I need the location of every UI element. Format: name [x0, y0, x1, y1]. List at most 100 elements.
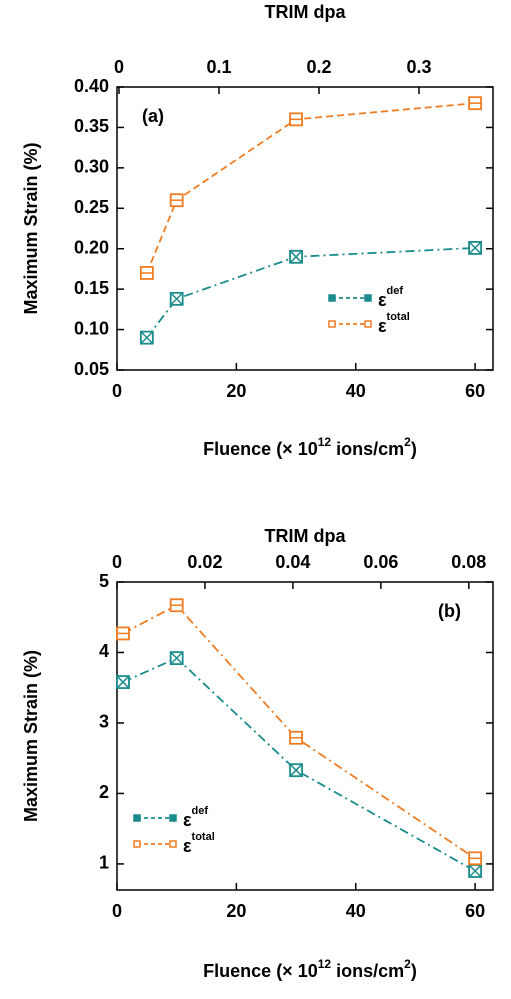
legend-name: ε: [378, 316, 387, 336]
x-axis-label-part: ): [411, 961, 417, 981]
legend-marker: [133, 840, 141, 848]
y-tick-label: 0.15: [74, 278, 109, 298]
x2-tick-label: 0.3: [406, 57, 431, 77]
legend-superscript: total: [192, 831, 215, 843]
marker: [468, 96, 482, 111]
x-axis-label-part: ): [411, 439, 417, 459]
x-axis-label-part: ions/cm: [331, 961, 404, 981]
x-tick-label: 40: [346, 901, 366, 921]
x-tick-label: 60: [465, 901, 485, 921]
x-axis-label-part: Fluence (× 10: [203, 961, 318, 981]
x-axis-label: Fluence (× 1012 ions/cm2): [203, 435, 417, 459]
marker: [289, 249, 303, 264]
marker: [169, 651, 184, 666]
marker: [116, 675, 130, 689]
x2-tick-label: 0: [114, 57, 124, 77]
legend-name: ε: [378, 290, 387, 310]
x2-tick-label: 0.04: [275, 552, 310, 572]
series-line: [146, 247, 476, 339]
x2-tick-label: 0: [112, 552, 122, 572]
marker: [169, 193, 184, 208]
marker: [289, 763, 303, 778]
x-tick-label: 20: [226, 381, 246, 401]
panel-annotation: (a): [142, 106, 164, 126]
legend-superscript: def: [192, 805, 209, 817]
x-axis-label-superscript: 2: [404, 435, 411, 449]
marker: [289, 112, 303, 127]
legend-name: ε: [183, 810, 192, 830]
marker: [468, 851, 482, 866]
marker-cross: [289, 250, 303, 264]
marker-cross: [116, 675, 130, 689]
x-tick-label: 0: [112, 381, 122, 401]
marker: [116, 626, 130, 641]
y-tick-label: 3: [99, 712, 109, 732]
marker-cross: [468, 864, 482, 878]
marker-cross: [170, 651, 184, 665]
legend-marker: [169, 814, 177, 822]
y-tick-label: 0.10: [74, 318, 109, 338]
x-axis-label-superscript: 12: [318, 435, 332, 449]
marker: [289, 730, 303, 745]
marker: [468, 864, 482, 878]
x-tick-label: 40: [346, 381, 366, 401]
y-tick-label: 0.20: [74, 237, 109, 257]
legend-name: ε: [183, 836, 192, 856]
y-tick-label: 0.40: [74, 76, 109, 96]
marker: [169, 291, 184, 306]
series-line: [146, 102, 476, 274]
y-tick-label: 0.35: [74, 116, 109, 136]
x-axis-label-superscript: 2: [404, 957, 411, 971]
y-tick-label: 1: [99, 853, 109, 873]
series-line: [122, 657, 476, 872]
x-tick-label: 20: [226, 901, 246, 921]
marker-cross: [289, 763, 303, 777]
x-tick-label: 0: [112, 901, 122, 921]
marker-cross: [468, 241, 482, 255]
x2-tick-label: 0.1: [206, 57, 231, 77]
panel-annotation: (b): [438, 601, 461, 621]
y-tick-label: 2: [99, 782, 109, 802]
marker-cross: [140, 331, 154, 345]
y-axis-label: Maximum Strain (%): [21, 650, 41, 822]
legend-superscript: def: [387, 285, 404, 297]
y-tick-label: 0.30: [74, 157, 109, 177]
x2-tick-label: 0.2: [306, 57, 331, 77]
legend-marker: [133, 814, 141, 822]
marker: [468, 241, 482, 255]
legend-marker: [169, 840, 177, 848]
legend-label: εtotal: [378, 311, 410, 336]
marker: [139, 330, 154, 345]
chart-panel: 0.050.100.150.200.250.300.350.400 20 40 600…: [21, 2, 494, 459]
x2-axis-label: TRIM dpa: [265, 526, 347, 546]
legend-label: εdef: [378, 285, 403, 310]
legend-label: εtotal: [183, 831, 215, 856]
x-tick-label: 60: [465, 381, 485, 401]
legend-marker: [364, 294, 372, 302]
x2-axis-label: TRIM dpa: [265, 2, 347, 22]
x-axis-label-part: ions/cm: [331, 439, 404, 459]
legend-marker: [328, 294, 336, 302]
y-tick-label: 0.25: [74, 197, 109, 217]
marker: [139, 266, 154, 280]
y-tick-label: 5: [99, 571, 109, 591]
marker: [169, 598, 184, 613]
y-axis-label: Maximum Strain (%): [21, 142, 41, 314]
plot-frame: [116, 86, 494, 371]
x2-tick-label: 0.06: [363, 552, 398, 572]
legend-label: εdef: [183, 805, 208, 830]
legend-marker: [328, 320, 336, 328]
x2-tick-label: 0.02: [187, 552, 222, 572]
y-tick-label: 4: [99, 641, 109, 661]
x-axis-label-part: Fluence (× 10: [203, 439, 318, 459]
legend-superscript: total: [387, 311, 410, 323]
plot-frame: [116, 581, 494, 891]
y-tick-label: 0.05: [74, 359, 109, 379]
x-axis-label: Fluence (× 1012 ions/cm2): [203, 957, 417, 981]
x-axis-label-superscript: 12: [318, 957, 332, 971]
series-line: [122, 604, 476, 860]
x2-tick-label: 0.08: [451, 552, 486, 572]
marker-cross: [170, 292, 184, 306]
